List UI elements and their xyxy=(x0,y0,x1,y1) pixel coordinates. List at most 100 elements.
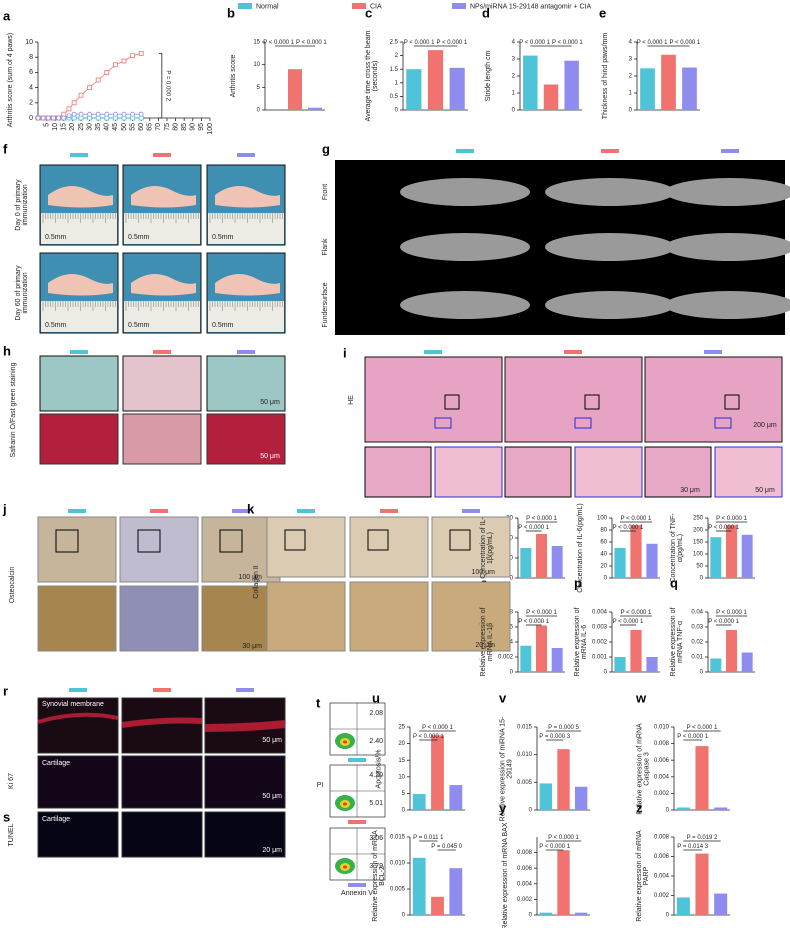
row-label: Day 0 of primary immunization xyxy=(14,179,29,231)
row-label: Safranin O/Fast green staining xyxy=(10,362,18,458)
bar xyxy=(640,68,655,110)
y-tick-label: 0.010 xyxy=(390,861,406,867)
photo xyxy=(434,446,503,498)
p-value: P = 0.000 2 xyxy=(164,70,170,101)
significance-bracket xyxy=(158,53,163,119)
y-axis-label: Relative expression of mRNA IL-1β xyxy=(479,607,494,677)
paw-ct xyxy=(545,291,675,319)
group-marker xyxy=(456,149,474,153)
bar xyxy=(288,69,302,110)
x-tick-label: 60 xyxy=(138,123,145,131)
y-tick-label: 0 xyxy=(402,913,406,919)
y-axis-label: Concentration of IL-1β(pg/mL) xyxy=(479,517,494,579)
y-tick-label: 0.015 xyxy=(390,835,406,841)
photo xyxy=(364,356,503,443)
y-tick-label: 20 xyxy=(600,564,607,570)
y-tick-label: 2.5 xyxy=(390,40,399,46)
region-label: Cartilage xyxy=(42,760,70,767)
data-point xyxy=(104,70,110,75)
row-label: Osteocalcin xyxy=(9,566,17,604)
photo xyxy=(121,755,203,809)
y-tick-label: 0 xyxy=(604,670,608,676)
x-tick-label: 70 xyxy=(155,123,162,131)
photo xyxy=(644,446,712,498)
photo xyxy=(206,413,286,465)
axis-label: Annexin V xyxy=(341,890,373,897)
group-marker xyxy=(68,509,86,513)
bar xyxy=(539,783,553,810)
scale-label: 50 μm xyxy=(262,737,282,744)
photo xyxy=(204,811,286,858)
x-tick-label: 35 xyxy=(95,123,102,131)
y-tick-label: 0 xyxy=(700,670,704,676)
group-marker xyxy=(237,153,255,157)
paw-ct xyxy=(665,178,790,206)
photo xyxy=(122,355,202,412)
y-tick-label: 0.004 xyxy=(517,881,533,887)
y-tick-label: 4 xyxy=(629,40,633,46)
data-point xyxy=(78,115,84,121)
x-tick-label: 50 xyxy=(121,123,128,131)
group-marker xyxy=(601,149,619,153)
bar xyxy=(412,794,426,810)
y-tick-label: 25 xyxy=(398,725,405,731)
ruler xyxy=(41,213,117,244)
y-tick-label: 80 xyxy=(600,528,607,534)
photo xyxy=(119,585,199,652)
photo xyxy=(266,516,346,578)
scale-label: 0.5mm xyxy=(45,322,67,329)
panel-letter: z xyxy=(636,800,643,815)
panel-letter: d xyxy=(482,5,490,20)
y-axis-label: Arthritis score xyxy=(230,54,238,98)
y-tick-label: 200 xyxy=(693,528,704,534)
group-marker xyxy=(150,509,168,513)
row-label: TUNEL xyxy=(8,823,16,847)
p-value: P < 0.000 1 xyxy=(716,610,747,616)
panel-letter: k xyxy=(247,501,255,516)
y-tick-label: 0 xyxy=(512,108,516,114)
y-axis-label: Average time cross the beam (seconds) xyxy=(364,30,379,122)
axis-label: PI xyxy=(317,782,324,789)
y-tick-label: 50 xyxy=(696,564,703,570)
panel-letter: u xyxy=(372,690,380,705)
photo xyxy=(349,516,429,578)
photo xyxy=(266,581,346,652)
panel-letter: i xyxy=(343,345,347,360)
p-value: P < 0.000 1 xyxy=(539,844,570,850)
p-value: P < 0.000 1 xyxy=(548,835,579,841)
panel-letter: e xyxy=(599,5,606,20)
group-marker xyxy=(462,509,480,513)
scale-label: 50 μm xyxy=(262,793,282,800)
paw xyxy=(131,186,196,208)
bar xyxy=(564,60,579,110)
group-marker xyxy=(232,509,250,513)
p-value: P < 0.000 1 xyxy=(621,516,652,522)
data-point xyxy=(95,115,101,121)
y-axis-label: Concentration of IL-6(pg/mL) xyxy=(577,503,585,593)
bar xyxy=(574,912,588,915)
scale-label: 0.5mm xyxy=(212,322,234,329)
group-marker xyxy=(348,758,366,762)
data-point xyxy=(87,115,92,121)
data-point xyxy=(45,115,51,121)
y-tick-label: 60 xyxy=(600,540,607,546)
panel-letter: g xyxy=(322,141,330,156)
paw xyxy=(215,186,280,208)
y-tick-label: 1.5 xyxy=(390,67,399,73)
y-tick-label: 0.03 xyxy=(691,625,703,631)
group-marker xyxy=(70,350,88,354)
photo xyxy=(349,581,429,652)
data-point xyxy=(138,111,144,117)
photo xyxy=(39,355,119,412)
y-tick-label: 0 xyxy=(257,108,261,114)
scale-label: 20 μm xyxy=(262,847,282,854)
scale-label: 0.5mm xyxy=(128,322,150,329)
data-point xyxy=(113,111,118,117)
data-point xyxy=(121,58,127,64)
y-tick-label: 3 xyxy=(629,57,633,63)
quadrant-value: 3.79 xyxy=(369,863,383,870)
y-tick-label: 0 xyxy=(29,115,33,122)
photo xyxy=(122,413,202,465)
x-tick-label: 80 xyxy=(172,123,179,131)
bar xyxy=(682,67,697,110)
